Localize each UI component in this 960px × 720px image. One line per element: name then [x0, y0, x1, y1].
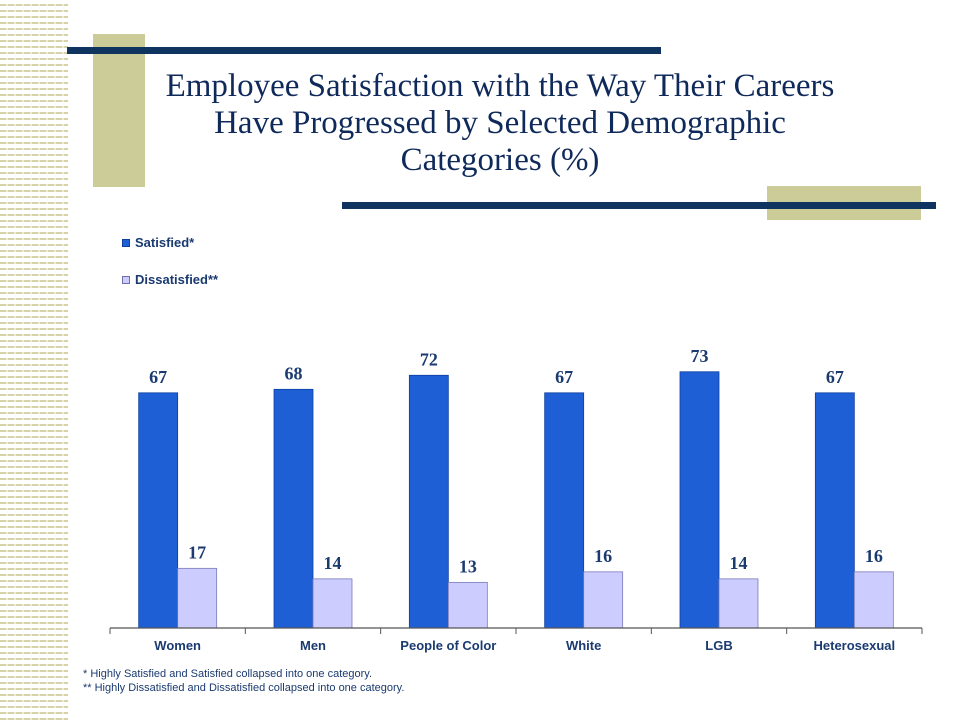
footnotes: * Highly Satisfied and Satisfied collaps…: [83, 667, 404, 695]
bar-dissatisfied: [853, 571, 894, 629]
chart-legend: Satisfied* Dissatisfied**: [122, 235, 218, 309]
decorative-stripe: [0, 0, 68, 720]
data-label-dissatisfied: 14: [324, 553, 342, 573]
data-label-satisfied: 68: [285, 363, 303, 383]
decorative-line-bottom: [342, 202, 936, 209]
bar-dissatisfied: [583, 571, 624, 629]
bar-satisfied: [679, 371, 720, 629]
data-label-dissatisfied: 16: [594, 546, 612, 566]
legend-swatch-dissatisfied: [122, 275, 130, 284]
footnote-satisfied: * Highly Satisfied and Satisfied collaps…: [83, 668, 373, 680]
bar-satisfied: [408, 374, 449, 629]
legend-swatch-satisfied: [122, 238, 130, 247]
bar-dissatisfied: [177, 567, 218, 629]
data-label-satisfied: 73: [691, 346, 709, 366]
bar-dissatisfied: [312, 578, 353, 629]
x-tick-label: Men: [300, 638, 326, 653]
data-label-satisfied: 67: [555, 367, 573, 387]
bar-satisfied: [544, 392, 585, 629]
legend-item-dissatisfied: Dissatisfied**: [122, 272, 218, 287]
bar-dissatisfied: [718, 578, 759, 629]
x-tick-label: White: [566, 638, 601, 653]
data-label-dissatisfied: 16: [865, 546, 883, 566]
data-label-satisfied: 67: [149, 367, 167, 387]
data-label-satisfied: 72: [420, 349, 438, 369]
x-tick-label: LGB: [705, 638, 732, 653]
decorative-line-top: [67, 47, 661, 54]
legend-label-dissatisfied: Dissatisfied**: [135, 272, 219, 287]
bar-satisfied: [273, 388, 314, 629]
data-label-satisfied: 67: [826, 367, 844, 387]
footnote-dissatisfied: ** Highly Dissatisfied and Dissatisfied …: [83, 682, 405, 694]
data-label-dissatisfied: 17: [188, 542, 206, 562]
bar-satisfied: [138, 392, 179, 629]
decorative-block-top-left: [93, 34, 145, 187]
legend-item-satisfied: Satisfied*: [122, 235, 218, 250]
x-tick-label: People of Color: [400, 638, 496, 653]
bar-dissatisfied: [447, 581, 488, 629]
slide-title: Employee Satisfaction with the Way Their…: [165, 68, 835, 178]
data-label-dissatisfied: 14: [730, 553, 748, 573]
data-label-dissatisfied: 13: [459, 556, 477, 576]
x-tick-label: Heterosexual: [814, 638, 896, 653]
x-tick-label: Women: [154, 638, 201, 653]
bar-satisfied: [814, 392, 855, 629]
legend-label-satisfied: Satisfied*: [135, 235, 195, 250]
